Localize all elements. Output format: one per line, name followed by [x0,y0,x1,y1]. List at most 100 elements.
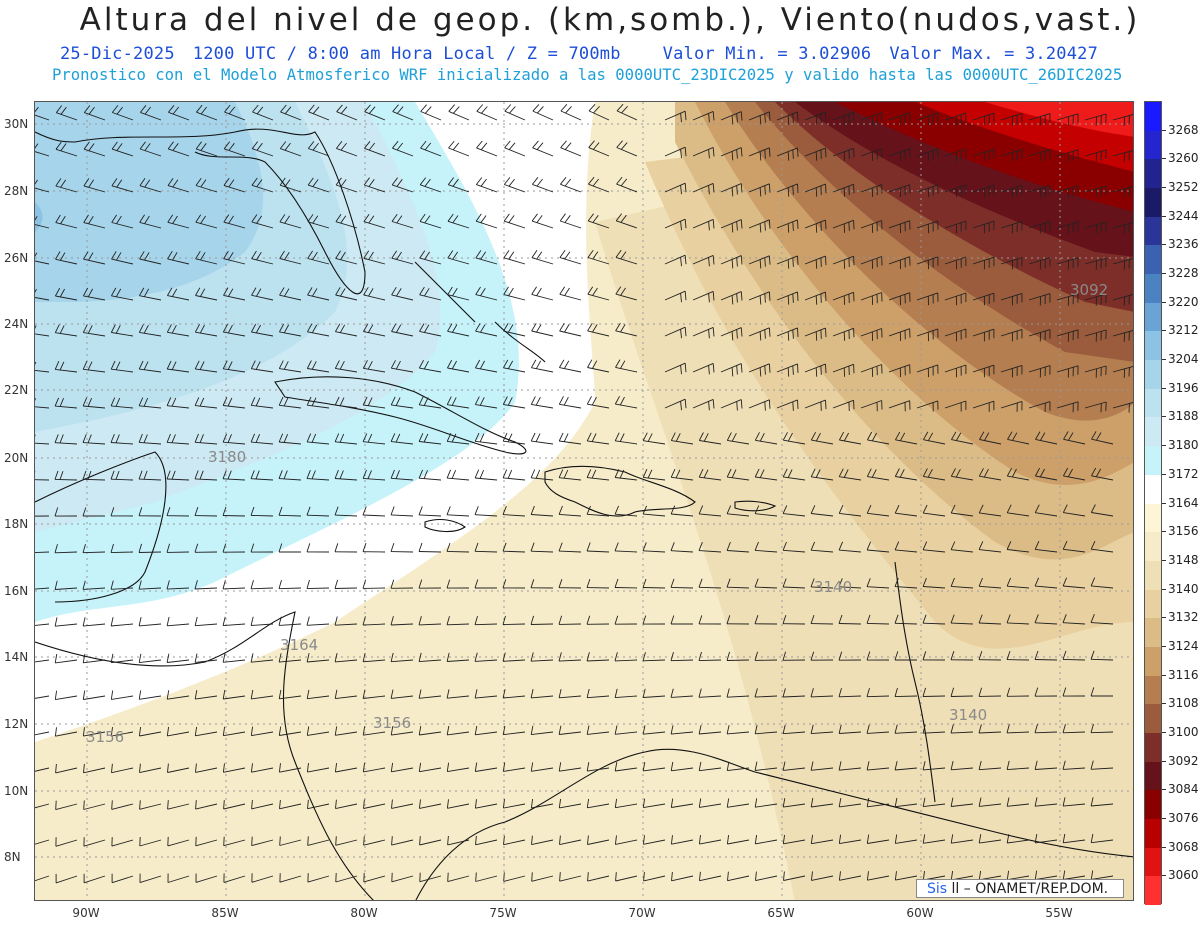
wind-barb-shaft [531,514,554,517]
wind-barb-shaft [1112,114,1133,121]
lat-label: 26N [4,251,29,265]
wind-barb-feather [334,616,338,626]
wind-barb-feather [698,725,702,735]
colorbar-label: 3204 [1162,352,1199,367]
wind-barb-feather [171,470,176,480]
wind-barb-feather [167,214,174,223]
wind-barb-shaft [895,767,918,771]
wind-barb-feather [306,433,312,443]
wind-barb-feather [1090,577,1096,587]
wind-barb-shaft [475,767,498,772]
wind-barb-feather [950,834,954,844]
wind-barb-feather [642,652,646,661]
wind-barb-shaft [804,111,826,121]
wind-barb-shaft [502,514,526,517]
wind-barb-shaft [474,659,498,662]
wind-barb-shaft [916,220,938,229]
wind-barb-shaft [1007,512,1030,517]
wind-barb-feather [838,871,841,881]
wind-barb-feather [363,250,370,259]
wind-barb-feather [167,763,169,773]
wind-barb-feather [731,331,734,341]
wind-barb-shaft [616,110,638,121]
wind-barb-feather [894,468,900,477]
wind-barb-shaft [223,294,246,301]
wind-barb-feather [759,151,762,161]
wind-barb-feather [452,287,458,297]
wind-barb-feather [334,726,338,736]
wind-barb-feather [251,836,253,846]
wind-barb-feather [368,142,376,151]
colorbar-swatch [1145,474,1161,504]
wind-barb-feather [680,185,682,195]
wind-barb-feather [278,360,284,369]
wind-barb-feather [475,286,481,295]
wind-barb-feather [166,543,171,553]
wind-barb-feather [1096,432,1102,441]
lon-label: 60W [906,906,934,920]
wind-barb-feather [390,506,395,516]
wind-barb-feather [194,470,199,480]
wind-barb-feather [621,105,628,114]
wind-barb-shaft [972,112,995,121]
wind-barb-feather [306,653,310,663]
wind-barb-shaft [167,731,190,737]
wind-barb-shaft [475,803,498,809]
wind-barb-feather [731,469,737,478]
wind-barb-shaft [391,659,414,663]
wind-barb-feather [395,397,401,406]
wind-barb-shaft [888,328,910,337]
wind-barb-feather [1006,870,1010,880]
wind-barb-feather [279,250,285,259]
wind-barb-shaft [699,839,722,845]
wind-barb-shaft [615,731,638,735]
wind-barb-feather [424,142,432,151]
wind-barb-shaft [250,587,274,590]
wind-barb-shaft [83,659,106,664]
wind-barb-feather [143,361,149,370]
wind-barb-feather [35,179,38,185]
wind-barb-shaft [692,146,714,157]
wind-barb-feather [447,250,454,259]
wind-barb-feather [532,177,539,185]
wind-barb-feather [54,617,58,627]
wind-barb-shaft [391,477,414,481]
wind-barb-feather [684,291,687,301]
wind-barb-feather [978,577,983,587]
wind-barb-feather [115,397,121,407]
wind-barb-feather [502,506,507,515]
wind-barb-feather [782,432,788,441]
wind-barb-feather [768,255,771,265]
wind-barb-shaft [531,695,554,699]
wind-barb-shaft [866,731,890,734]
wind-barb-feather [502,725,506,735]
wind-barb-shaft [35,623,50,626]
wind-barb-feather [474,469,480,479]
wind-barb-shaft [251,695,274,700]
wind-barb-feather [144,179,151,188]
wind-barb-shaft [83,368,106,373]
contour-label-3140-a: 3140 [814,578,852,596]
wind-barb-feather [592,324,598,333]
wind-barb-feather [200,252,206,261]
wind-barb-feather [250,397,256,406]
wind-barb-shaft [475,839,498,846]
wind-barb-shaft [559,367,582,373]
wind-barb-feather [195,800,197,810]
wind-barb-feather [838,578,843,587]
wind-barb-feather [172,143,179,151]
wind-barb-shaft [587,875,610,882]
wind-barb-feather [139,251,145,260]
wind-barb-feather [708,185,710,195]
wind-barb-shaft [559,477,582,481]
wind-barb-feather [222,653,226,663]
colorbar-swatch [1145,216,1161,246]
wind-barb-shaft [195,295,218,301]
wind-barb-feather [531,359,537,368]
wind-barb-feather [284,288,290,297]
wind-barb-feather [54,434,59,443]
wind-barb-feather [502,615,506,625]
wind-barb-shaft [279,731,302,736]
puerto-rico-coast [734,500,777,512]
wind-barb-shaft [392,147,414,157]
